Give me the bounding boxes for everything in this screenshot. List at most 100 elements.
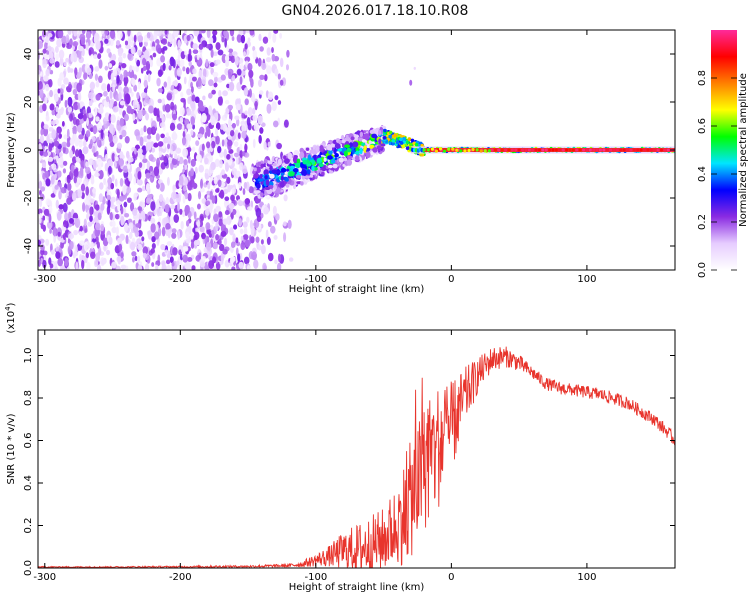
spectrogram-cell <box>44 41 47 51</box>
colorbar-tick-label: 0.6 <box>697 118 708 134</box>
spectrogram-cell <box>336 145 340 149</box>
spectrogram-cell <box>280 151 284 160</box>
spectrogram-cell <box>201 75 207 85</box>
spectrogram-cell <box>138 162 143 168</box>
spectrogram-cell <box>114 178 118 187</box>
spectrogram-cell <box>199 126 205 136</box>
spectrogram-cell <box>180 91 184 98</box>
spectrogram-cell <box>261 62 267 70</box>
spectrogram-cell <box>244 198 251 205</box>
spectrogram-cell <box>60 156 64 164</box>
spectrogram-cell <box>100 223 105 232</box>
spectrogram-cell <box>270 225 276 234</box>
spectrogram-cell <box>205 222 211 230</box>
spectrogram-cell <box>87 112 93 118</box>
spectrogram-cell <box>253 173 259 179</box>
spectrogram-cell <box>62 202 68 213</box>
figure-title: GN04.2026.017.18.10.R08 <box>281 3 469 19</box>
spectrogram-cell <box>49 89 54 98</box>
spectrogram-cell <box>414 142 419 147</box>
spectrogram-cell <box>208 92 213 99</box>
spectrogram-cell <box>471 147 475 152</box>
spectrogram-y-tick-label: -40 <box>23 238 34 254</box>
spectrogram-cell <box>609 148 613 152</box>
spectrogram-cell <box>42 215 46 221</box>
spectrogram-cell <box>108 236 113 245</box>
spectrogram-cell <box>78 149 83 159</box>
spectrogram-cell <box>103 178 107 186</box>
spectrogram-cell <box>75 261 79 270</box>
spectrogram-cell <box>220 223 227 233</box>
spectrogram-cell <box>42 140 48 148</box>
spectrogram-cell <box>551 148 555 152</box>
spectrogram-cell <box>148 98 154 108</box>
spectrogram-cell <box>73 104 78 111</box>
spectrogram-cell <box>83 139 87 148</box>
spectrogram-cell <box>264 175 268 180</box>
spectrogram-cell <box>177 154 181 162</box>
spectrogram-cell <box>169 215 174 226</box>
spectrogram-cell <box>47 220 53 229</box>
spectrogram-cell <box>98 169 104 180</box>
spectrogram-cell <box>141 92 147 98</box>
spectrogram-cell <box>194 231 200 240</box>
spectrogram-cell <box>51 163 57 171</box>
spectrogram-cell <box>149 175 155 183</box>
spectrogram-cell <box>280 175 284 181</box>
spectrogram-cell <box>141 185 147 192</box>
spectrogram-cell <box>45 68 50 77</box>
spectrogram-cell <box>137 255 141 264</box>
spectrogram-cell <box>87 221 93 227</box>
spectrogram-cell <box>343 150 348 157</box>
spectrogram-cell <box>162 46 168 51</box>
spectrogram-cell <box>130 91 134 97</box>
spectrogram-cell <box>108 63 113 68</box>
spectrogram-cell <box>277 100 282 105</box>
spectrogram-cell <box>118 243 123 252</box>
spectrogram-cell <box>140 127 144 136</box>
spectrogram-x-tick-label: 100 <box>577 274 596 285</box>
spectrogram-cell <box>105 249 111 256</box>
spectrogram-cell <box>273 184 277 191</box>
spectrogram-cell <box>139 201 143 207</box>
spectrogram-cell <box>257 244 262 251</box>
spectrogram-cell <box>279 57 284 68</box>
spectrogram-cell <box>153 166 160 177</box>
spectrogram-cell <box>50 249 55 255</box>
spectrogram-cell <box>259 46 264 52</box>
spectrogram-cell <box>58 204 64 210</box>
spectrogram-cell <box>119 56 123 63</box>
spectrogram-cell <box>279 79 284 86</box>
spectrogram-cell <box>115 156 119 162</box>
spectrogram-y-tick-label: 40 <box>23 48 34 61</box>
spectrogram-cell <box>204 132 208 139</box>
spectrogram-cell <box>164 30 168 35</box>
spectrogram-cell <box>252 46 256 52</box>
spectrogram-cell <box>182 130 186 139</box>
spectrogram-cell <box>137 81 141 90</box>
spectrogram-cell <box>78 67 82 77</box>
spectrogram-cell <box>237 132 241 140</box>
spectrogram-cell <box>244 43 248 50</box>
spectrogram-cell <box>280 167 287 173</box>
spectrogram-cell <box>286 168 290 172</box>
spectrogram-cell <box>399 137 403 142</box>
spectrogram-cell <box>527 148 531 152</box>
spectrogram-cell <box>244 56 251 63</box>
spectrogram-cell <box>595 148 599 152</box>
spectrogram-cell <box>245 30 250 34</box>
spectrogram-cell <box>191 76 197 82</box>
spectrogram-cell <box>91 145 96 154</box>
spectrogram-cell <box>65 34 70 44</box>
snr-y-tick-label: 0.4 <box>23 475 34 491</box>
spectrogram-cell <box>221 139 225 147</box>
spectrogram-cell <box>164 203 170 214</box>
spectrogram-cell <box>137 178 140 185</box>
spectrogram-cell <box>179 58 185 68</box>
spectrogram-cell <box>229 227 234 236</box>
spectrogram-cell <box>241 130 247 139</box>
spectrogram-cell <box>115 213 120 220</box>
spectrogram-cell <box>166 264 171 270</box>
spectrogram-cell <box>207 182 211 190</box>
spectrogram-cell <box>151 46 156 52</box>
